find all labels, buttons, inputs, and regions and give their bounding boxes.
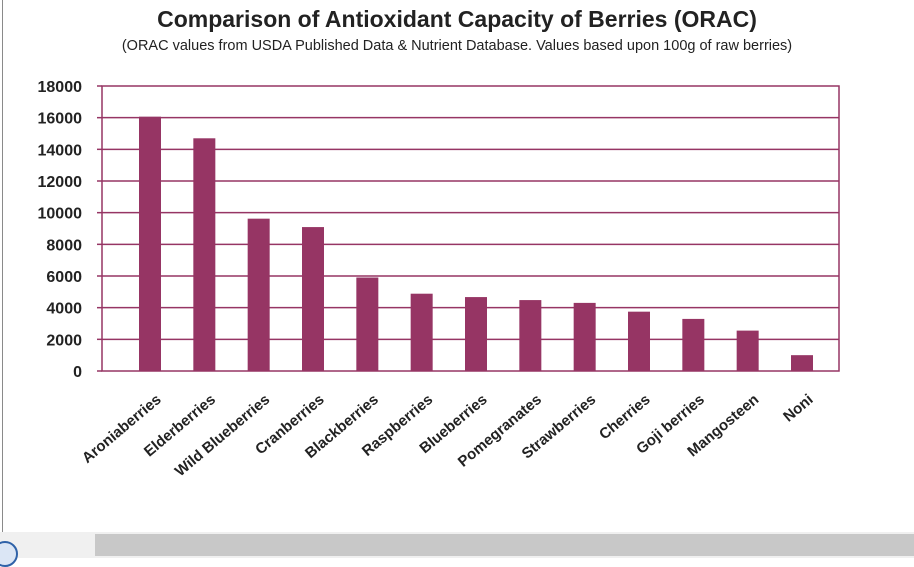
bar (302, 227, 324, 371)
bar (682, 318, 705, 371)
y-tick-label: 0 (73, 364, 82, 381)
bar (410, 293, 433, 371)
bar (573, 302, 596, 371)
bar (193, 138, 216, 371)
y-tick-label: 4000 (46, 301, 82, 318)
y-axis-ticks: 0 2000 4000 6000 8000 10000 12000 14000 16000 180… (38, 79, 102, 381)
bar (628, 311, 650, 371)
y-tick-label: 14000 (38, 142, 83, 159)
gridlines (101, 85, 840, 372)
bar (519, 300, 542, 371)
x-tick-label: Wild Blueberries (172, 391, 274, 480)
chart-subtitle: (ORAC values from USDA Published Data & … (121, 38, 793, 54)
y-tick-label: 6000 (46, 269, 82, 286)
y-tick-label: 10000 (38, 206, 83, 223)
y-tick-label: 8000 (46, 237, 82, 254)
bar (791, 355, 813, 371)
bar (139, 116, 161, 371)
bar (247, 218, 270, 371)
y-tick-label: 12000 (38, 174, 83, 191)
y-tick-label: 2000 (46, 332, 82, 349)
y-tick-label: 18000 (38, 79, 83, 96)
bar (356, 277, 379, 371)
x-tick-label: Noni (780, 391, 816, 425)
y-tick-label: 16000 (38, 111, 83, 128)
scrollbar-thumb[interactable] (95, 534, 914, 556)
bar (465, 297, 487, 371)
bar (736, 330, 759, 371)
bars (139, 116, 813, 371)
chart-title: Comparison of Antioxidant Capacity of Be… (157, 6, 757, 32)
window-frame-left (2, 0, 3, 532)
bar-chart: 0 2000 4000 6000 8000 10000 12000 14000 16000 180… (38, 79, 840, 480)
